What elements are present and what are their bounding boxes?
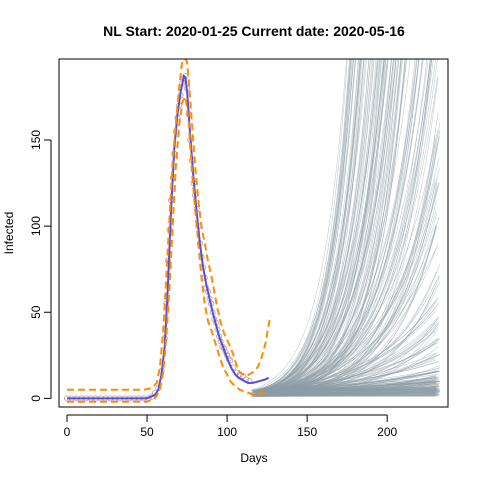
y-axis: 0 50 100 150 [29, 130, 51, 402]
x-axis: 0 50 100 150 200 [64, 415, 398, 439]
y-tick-label: 50 [29, 305, 43, 319]
fitted-line [67, 76, 269, 398]
y-tick-label: 100 [29, 216, 43, 236]
simulation-line [254, 53, 437, 392]
upper-bound-line [67, 59, 270, 390]
data-series [64, 59, 270, 402]
y-axis-label: Infected [2, 212, 16, 255]
y-tick-label: 0 [29, 395, 43, 402]
x-tick-label: 50 [140, 425, 154, 439]
simulation-lines [251, 19, 440, 396]
y-tick-label: 150 [29, 130, 43, 150]
chart-title: NL Start: 2020-01-25 Current date: 2020-… [103, 23, 405, 39]
x-tick-label: 200 [377, 425, 397, 439]
x-axis-label: Days [240, 451, 267, 465]
x-tick-label: 0 [64, 425, 71, 439]
x-tick-label: 100 [217, 425, 237, 439]
x-tick-label: 150 [297, 425, 317, 439]
